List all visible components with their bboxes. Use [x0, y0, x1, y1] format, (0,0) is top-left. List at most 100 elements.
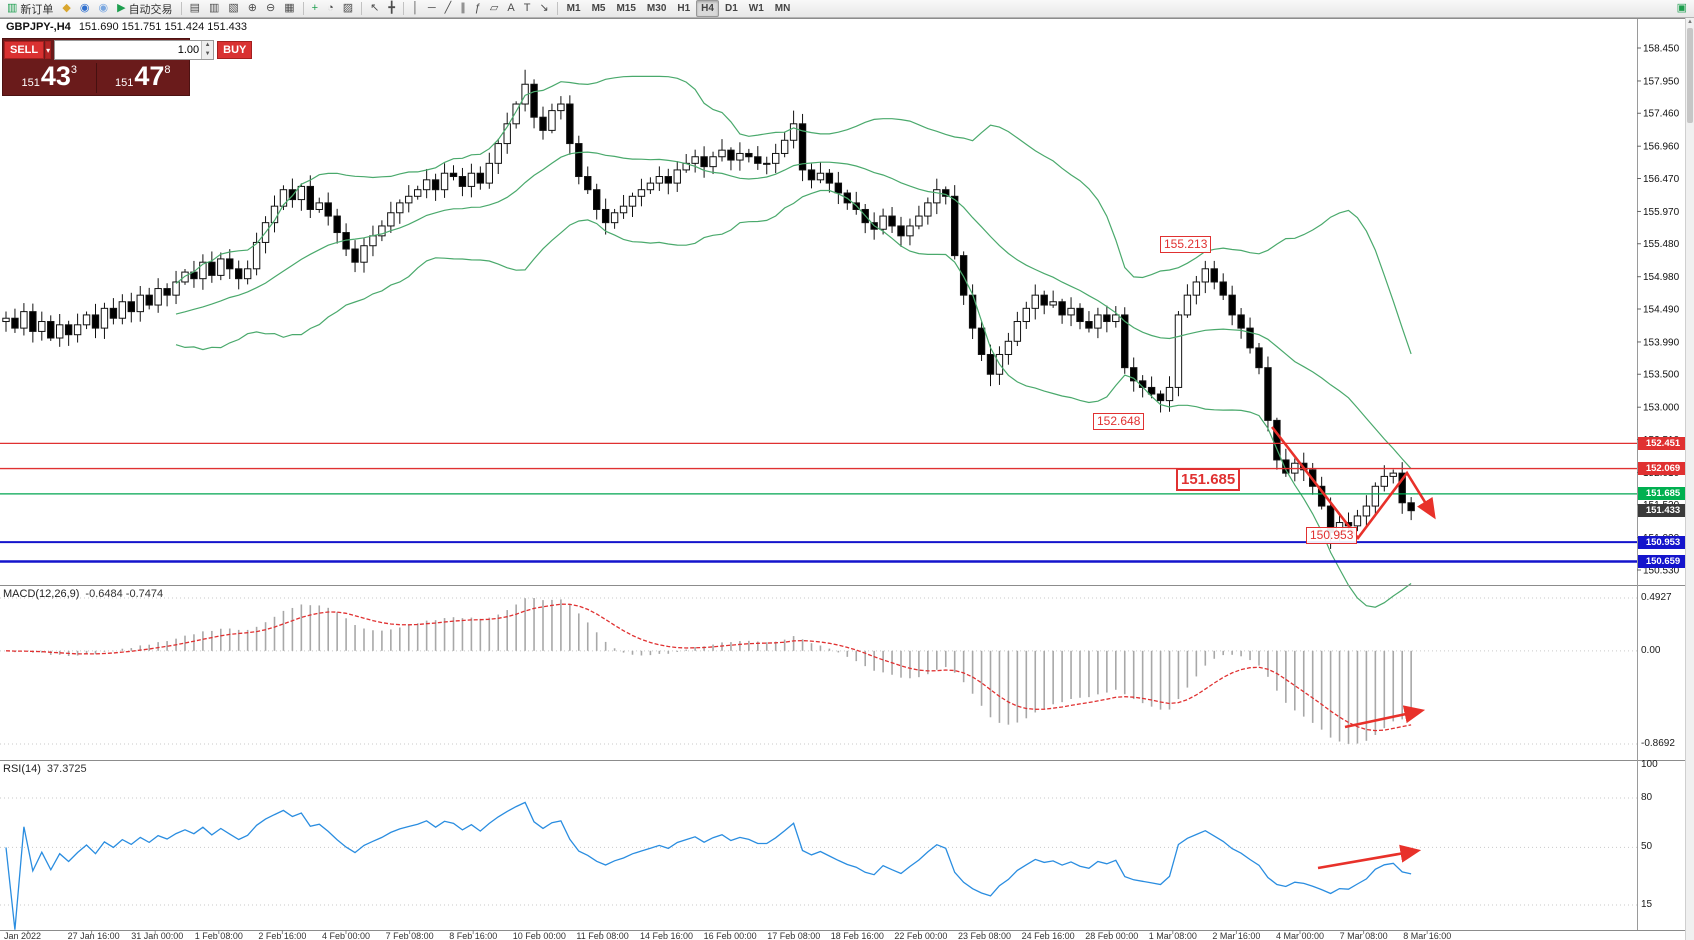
vline-icon[interactable]: │: [411, 2, 419, 14]
add-indicator-icon[interactable]: +: [311, 2, 319, 14]
one-click-trade-panel: SELL ▾ ▲ ▼ BUY 151 43 3 151 47 8: [2, 38, 253, 96]
rsi-axis-value: 80: [1641, 791, 1653, 803]
price-callout-151685[interactable]: 151.685: [1176, 468, 1241, 491]
price-tag-150659: 150.659: [1638, 555, 1688, 568]
svg-text:154.980: 154.980: [1643, 272, 1680, 283]
svg-text:22 Feb 00:00: 22 Feb 00:00: [894, 931, 947, 940]
rsi-axis-value: 15: [1641, 899, 1653, 910]
macd-axis-value: -0.8692: [1641, 738, 1675, 749]
sell-price[interactable]: 151 43 3: [3, 62, 96, 93]
svg-text:Jan 2022: Jan 2022: [4, 931, 41, 940]
toolbar-separator: [556, 2, 558, 15]
label-icon[interactable]: T: [523, 2, 531, 14]
svg-text:155.970: 155.970: [1643, 207, 1680, 218]
svg-text:17 Feb 08:00: 17 Feb 08:00: [767, 931, 820, 940]
timeframe-m30[interactable]: M30: [646, 3, 667, 14]
bollinger-bands: [175, 75, 1412, 608]
buy-price-prefix: 151: [114, 76, 134, 89]
timeframe-m15[interactable]: M15: [616, 3, 636, 14]
trend-arrows[interactable]: [1270, 426, 1436, 870]
period-icon[interactable]: ◔: [327, 2, 334, 14]
buy-price[interactable]: 151 47 8: [97, 60, 190, 93]
macd-axis-value: 0.4927: [1641, 592, 1672, 603]
trendline-icon[interactable]: ╱: [444, 2, 452, 14]
crosshair-icon[interactable]: ╋: [388, 2, 395, 14]
trend-arrow-macd[interactable]: [1344, 705, 1426, 729]
sell-button[interactable]: SELL: [4, 41, 45, 59]
volume-spinner: ▲ ▼: [201, 41, 214, 59]
chart-ohlc-header: GBPJPY-,H4 151.690 151.751 151.424 151.43…: [6, 21, 247, 33]
svg-text:153.990: 153.990: [1643, 337, 1680, 348]
macd-signal-line: [5, 603, 1412, 732]
timeframe-h4[interactable]: H4: [696, 0, 719, 17]
price-callout-152648[interactable]: 152.648: [1093, 413, 1145, 430]
macd-gridlines: [0, 597, 1637, 745]
window-icon[interactable]: ▣: [1676, 2, 1687, 14]
navigator-icon[interactable]: ◉: [98, 2, 109, 14]
svg-text:1 Mar 08:00: 1 Mar 08:00: [1149, 931, 1197, 940]
price-callout-150953[interactable]: 150.953: [1306, 527, 1358, 544]
timeframe-w1[interactable]: W1: [748, 3, 764, 14]
toolbar-separator: [180, 2, 182, 15]
svg-text:153.500: 153.500: [1643, 370, 1680, 381]
tile-windows-icon[interactable]: ▦: [284, 2, 295, 14]
svg-text:24 Feb 16:00: 24 Feb 16:00: [1022, 931, 1075, 940]
arrows-icon[interactable]: ↘: [539, 2, 549, 14]
svg-text:156.470: 156.470: [1643, 174, 1680, 185]
spin-up-icon[interactable]: ▲: [202, 41, 214, 50]
svg-text:155.480: 155.480: [1643, 239, 1680, 250]
toolbar-separator: [402, 2, 404, 15]
hline-icon[interactable]: ─: [427, 2, 436, 14]
candle-chart-icon[interactable]: ▥: [208, 2, 220, 14]
svg-text:18 Feb 16:00: 18 Feb 16:00: [831, 931, 884, 940]
price-divider: [95, 62, 97, 93]
channel-icon[interactable]: ∥: [460, 2, 466, 14]
price-tag-150953: 150.953: [1638, 535, 1688, 549]
svg-text:150.530: 150.530: [1643, 565, 1680, 576]
zoom-in-icon[interactable]: ⊕: [247, 2, 257, 14]
svg-text:4 Feb 00:00: 4 Feb 00:00: [322, 931, 370, 940]
rsi-label: RSI(14) 37.3725: [3, 763, 87, 775]
rsi-name: RSI(14): [3, 763, 41, 775]
trend-arrow-price[interactable]: [1270, 426, 1436, 541]
template-icon[interactable]: ▨: [342, 2, 354, 14]
fibonacci-icon[interactable]: ƒ: [474, 2, 481, 14]
trend-arrow-rsi[interactable]: [1317, 844, 1422, 870]
autotrade-button[interactable]: ▶ 自动交易: [117, 2, 173, 16]
svg-text:154.490: 154.490: [1643, 304, 1680, 315]
zoom-out-icon[interactable]: ⊖: [266, 2, 276, 14]
price-callout-155213[interactable]: 155.213: [1160, 236, 1212, 253]
text-icon[interactable]: A: [507, 2, 515, 14]
svg-text:157.460: 157.460: [1643, 109, 1680, 120]
timeframe-d1[interactable]: D1: [724, 3, 738, 14]
buy-price-big: 47: [134, 60, 165, 91]
timeframe-m1[interactable]: M1: [566, 3, 581, 14]
svg-text:7 Feb 08:00: 7 Feb 08:00: [386, 931, 434, 940]
rsi-line: [5, 801, 1412, 930]
timeframe-m5[interactable]: M5: [591, 3, 606, 14]
scroll-up-icon[interactable]: ▲: [1687, 19, 1693, 25]
sell-dropdown-icon[interactable]: ▾: [45, 41, 52, 59]
cursor-icon[interactable]: ↖: [370, 2, 380, 14]
market-watch-icon[interactable]: ◉: [79, 2, 90, 14]
bar-chart-icon[interactable]: ▤: [189, 2, 200, 14]
rsi-axis-value: 50: [1641, 841, 1653, 853]
new-order-button[interactable]: ▥ 新订单: [7, 2, 54, 16]
charts-icon[interactable]: ◆: [62, 2, 71, 14]
svg-text:27 Jan 16:00: 27 Jan 16:00: [68, 931, 120, 940]
vertical-scrollbar[interactable]: ▲: [1685, 18, 1694, 940]
timeframe-mn[interactable]: MN: [774, 3, 791, 14]
shapes-icon[interactable]: ▱: [489, 2, 499, 14]
volume-input[interactable]: [55, 41, 202, 59]
spin-down-icon[interactable]: ▼: [202, 50, 214, 59]
scrollbar-thumb[interactable]: [1687, 28, 1693, 123]
panel-separators: [0, 18, 1686, 931]
svg-text:4 Mar 00:00: 4 Mar 00:00: [1276, 931, 1324, 940]
line-chart-icon[interactable]: ▧: [228, 2, 239, 14]
buy-price-pip: 8: [164, 63, 171, 76]
time-axis: Jan 2022 27 Jan 16:00 31 Jan 00:00 1 Feb 08…: [4, 930, 1451, 940]
timeframe-h1[interactable]: H1: [677, 3, 691, 14]
buy-button[interactable]: BUY: [217, 41, 253, 59]
level-lines[interactable]: [0, 442, 1637, 563]
